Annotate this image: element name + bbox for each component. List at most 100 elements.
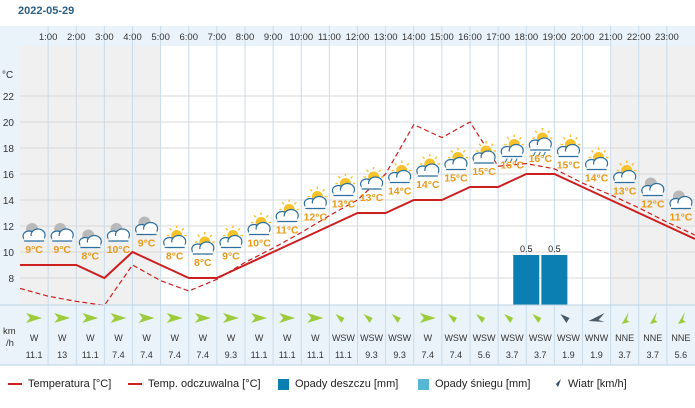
sun-ray: [209, 234, 213, 238]
rain-label: 0.5: [520, 244, 533, 254]
temp-point-label: 9°C: [138, 238, 156, 250]
wind-arrow-icon: [677, 312, 686, 324]
temp-point-label: 11°C: [669, 212, 692, 224]
wind-direction: WSW: [557, 333, 580, 343]
wind-arrow-icon: [447, 314, 464, 323]
sun-ray: [253, 214, 257, 218]
legend-snow-label: Opady śniegu [mm]: [435, 378, 531, 390]
partly-cloudy-icon: [191, 232, 215, 255]
night-column: [76, 46, 105, 305]
wind-arrow-icon: [138, 313, 155, 323]
temp-point-label: 13°C: [613, 186, 637, 198]
hour-label: 4:00: [123, 32, 142, 43]
wind-direction: WSW: [473, 333, 496, 343]
y-tick-label: 22: [3, 92, 15, 103]
wind-speed: 5.6: [478, 350, 491, 360]
wind-speed: 3.7: [506, 350, 519, 360]
night-partly-cloudy-icon: [669, 190, 693, 210]
temp-point-label: 15°C: [472, 166, 496, 178]
wind-arrow-icon: [307, 313, 324, 323]
legend-snow: Opady śniegu [mm]: [418, 378, 530, 390]
cloud-base: [586, 164, 607, 170]
temp-point-label: 15°C: [444, 173, 468, 185]
wind-direction: NNE: [615, 333, 634, 343]
hour-label: 1:00: [39, 32, 58, 43]
snow-swatch: [418, 378, 429, 390]
hour-label: 9:00: [264, 32, 283, 43]
sun-ray: [265, 214, 269, 218]
wind-speed: 1.9: [562, 350, 575, 360]
temp-point-label: 8°C: [82, 251, 100, 263]
sun-rain-cloud-icon: [500, 134, 525, 163]
hour-label: 18:00: [514, 32, 538, 43]
temp-point-label: 13°C: [360, 192, 384, 204]
wind-speed: 13: [57, 350, 67, 360]
wind-direction: WSW: [501, 333, 524, 343]
sun-ray: [169, 227, 172, 231]
temp-point-label: 14°C: [585, 173, 609, 185]
legend-feels-like: Temp. odczuwalna [°C]: [128, 378, 261, 390]
night-partly-cloudy-icon: [641, 177, 665, 197]
wind-arrow-icon: [335, 314, 352, 323]
sun-ray: [406, 162, 410, 166]
y-axis-strip: [0, 26, 20, 365]
sun-ray: [631, 162, 635, 166]
partly-cloudy-icon: [303, 186, 328, 210]
sun-ray: [309, 188, 313, 192]
sun-ray: [394, 162, 397, 166]
wind-direction: W: [170, 333, 179, 343]
rain-drop: [504, 158, 508, 163]
temp-point-label: 11°C: [276, 225, 299, 237]
cloud-base: [108, 236, 129, 241]
cloud-base: [192, 249, 213, 254]
partly-cloudy-icon: [219, 225, 243, 249]
wind-arrow-icon: [419, 313, 436, 323]
y-tick-label: 14: [3, 196, 15, 207]
temp-point-label: 12°C: [304, 212, 328, 224]
hour-label: 16:00: [458, 32, 482, 43]
sun-ray: [337, 175, 341, 179]
cloud-base: [361, 184, 382, 189]
temp-point-label: 9°C: [222, 251, 240, 263]
y-unit-label: °C: [2, 70, 13, 81]
legend-temperature-label: Temperatura [°C]: [28, 378, 112, 390]
wind-arrow-icon: [279, 313, 296, 323]
sun-ray: [478, 143, 482, 147]
wind-arrow-icon: [391, 314, 408, 323]
cloud-base: [80, 242, 101, 248]
hour-label: 19:00: [542, 32, 566, 43]
sun-ray: [450, 149, 454, 153]
partly-cloudy-icon: [388, 160, 412, 184]
temp-point-label: 12°C: [641, 199, 665, 211]
wind-direction: W: [199, 333, 208, 343]
wind-arrow-icon: [82, 313, 99, 323]
hour-label: 6:00: [180, 32, 199, 43]
night-column: [666, 46, 695, 305]
wind-direction: NNE: [671, 333, 690, 343]
wind-direction: WSW: [332, 333, 355, 343]
temp-point-label: 9°C: [53, 244, 71, 256]
legend-rain-label: Opady deszczu [mm]: [295, 378, 399, 390]
date-title: 2022-05-29: [18, 5, 75, 17]
y-tick-label: 16: [3, 170, 15, 181]
rain-drop: [514, 158, 518, 163]
wind-speed: 5.6: [675, 350, 688, 360]
cloud-base: [220, 242, 241, 248]
night-partly-cloudy-icon: [50, 223, 74, 242]
cloud-base: [389, 177, 410, 183]
legend: Temperatura [°C] Temp. odczuwalna [°C] O…: [0, 372, 695, 396]
hour-label: 11:00: [318, 32, 341, 43]
sun-ray: [547, 130, 550, 134]
temp-point-label: 14°C: [388, 186, 412, 198]
sun-ray: [603, 149, 607, 153]
cloud-base: [502, 151, 523, 157]
sun-ray: [181, 227, 185, 231]
hour-label: 3:00: [95, 32, 114, 43]
wind-direction: W: [114, 333, 123, 343]
night-partly-cloudy-icon: [134, 216, 159, 236]
y-tick-label: 8: [8, 274, 14, 285]
hour-label: 10:00: [289, 32, 313, 43]
sun-ray: [619, 162, 622, 166]
wind-arrow-icon: [532, 314, 549, 323]
sun-ray: [378, 169, 382, 173]
